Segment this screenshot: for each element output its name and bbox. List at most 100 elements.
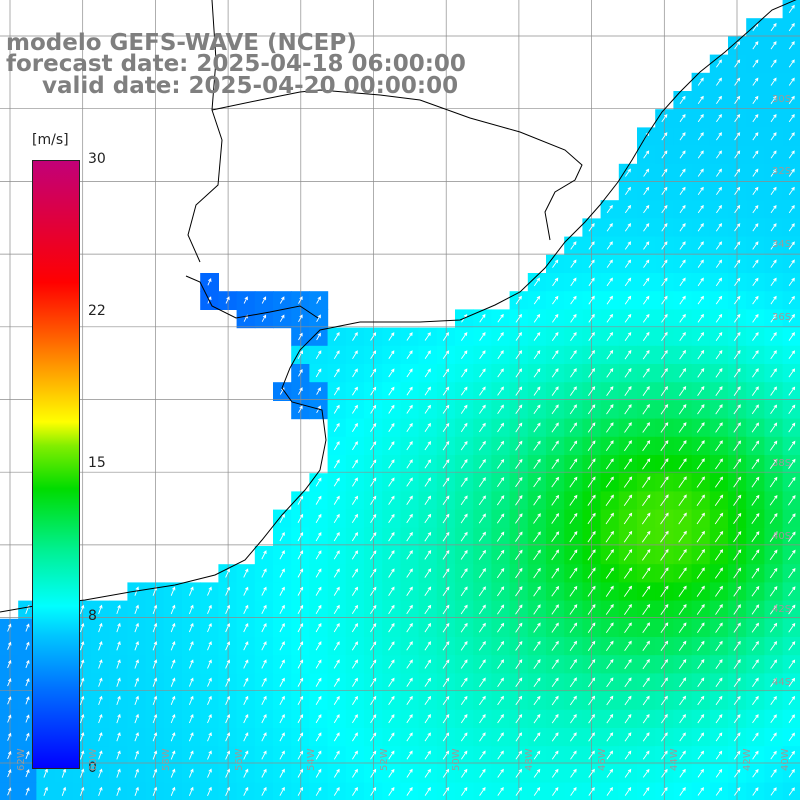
- wind-arrow: [788, 586, 796, 597]
- wind-arrow: [733, 422, 741, 433]
- wind-arrow: [261, 550, 267, 560]
- wind-arrow: [515, 332, 522, 341]
- wind-arrow: [515, 586, 523, 597]
- wind-arrow: [297, 622, 304, 633]
- wind-arrow: [788, 659, 796, 669]
- wind-arrow: [587, 604, 596, 615]
- wind-arrow: [442, 440, 450, 451]
- wind-arrow: [207, 768, 212, 778]
- wind-arrow: [479, 386, 486, 396]
- wind-arrow: [515, 732, 523, 742]
- wind-arrow: [788, 641, 796, 651]
- wind-arrow: [515, 295, 522, 305]
- wind-arrow: [624, 331, 632, 341]
- wind-arrow: [152, 641, 158, 651]
- wind-arrow: [752, 768, 759, 778]
- wind-arrow: [370, 604, 377, 615]
- wind-arrow: [261, 314, 267, 322]
- wind-arrow: [25, 714, 30, 723]
- wind-arrow: [788, 458, 796, 469]
- wind-arrow: [642, 476, 651, 488]
- wind-arrow: [588, 277, 595, 287]
- wind-arrow: [461, 350, 468, 360]
- wind-arrow: [479, 659, 486, 669]
- wind-arrow: [734, 313, 741, 323]
- wind-arrow: [207, 786, 212, 796]
- wind-arrow: [461, 787, 468, 796]
- wind-arrow: [733, 604, 741, 615]
- wind-arrow: [43, 768, 48, 778]
- wind-arrow: [333, 350, 340, 360]
- wind-arrow: [788, 531, 796, 542]
- wind-arrow: [460, 732, 468, 742]
- wind-arrow: [751, 512, 760, 524]
- wind-arrow: [661, 186, 668, 195]
- wind-arrow: [116, 713, 121, 724]
- wind-arrow: [170, 750, 176, 760]
- wind-arrow: [533, 604, 541, 615]
- wind-arrow: [98, 641, 103, 651]
- wind-arrow: [315, 659, 322, 669]
- wind-arrow: [152, 604, 158, 615]
- wind-arrow: [98, 622, 103, 633]
- wind-arrow: [679, 787, 686, 796]
- wind-arrow: [460, 659, 468, 669]
- wind-arrow: [588, 732, 595, 742]
- wind-arrow: [424, 531, 432, 542]
- wind-arrow: [696, 567, 705, 579]
- wind-arrow: [697, 223, 704, 232]
- lon-label-62w: 62W: [16, 748, 27, 771]
- wind-arrow: [479, 313, 486, 323]
- wind-arrow: [497, 640, 505, 651]
- wind-arrow: [497, 440, 505, 451]
- wind-arrow: [297, 786, 303, 796]
- wind-arrow: [152, 786, 158, 796]
- wind-arrow: [533, 513, 541, 524]
- wind-arrow: [734, 168, 741, 177]
- wind-arrow: [370, 787, 377, 796]
- wind-arrow: [225, 786, 231, 796]
- wind-arrow: [551, 713, 559, 724]
- wind-arrow: [734, 77, 741, 86]
- wind-arrow: [388, 586, 395, 596]
- wind-arrow: [606, 732, 614, 742]
- wind-arrow: [261, 568, 267, 578]
- wind-arrow: [642, 622, 651, 634]
- wind-arrow: [552, 277, 559, 287]
- wind-arrow: [788, 422, 796, 433]
- wind-arrow: [715, 659, 723, 669]
- wind-arrow: [116, 622, 121, 633]
- wind-arrow: [642, 349, 650, 360]
- wind-arrow: [116, 750, 121, 760]
- wind-arrow: [533, 458, 541, 469]
- wind-arrow: [770, 641, 778, 651]
- wind-arrow: [642, 732, 650, 742]
- wind-arrow: [388, 659, 395, 669]
- wind-arrow: [478, 641, 486, 651]
- wind-arrow: [333, 695, 340, 705]
- wind-arrow: [261, 586, 267, 596]
- wind-arrow: [788, 404, 796, 414]
- wind-arrow: [515, 368, 523, 378]
- wind-arrow: [643, 295, 650, 305]
- wind-arrow: [587, 404, 596, 415]
- wind-arrow: [788, 4, 795, 13]
- wind-arrow: [315, 604, 322, 615]
- wind-arrow: [479, 787, 486, 796]
- wind-arrow: [697, 204, 704, 214]
- wind-arrow: [660, 548, 669, 561]
- wind-arrow: [170, 786, 176, 796]
- wind-arrow: [714, 494, 724, 506]
- wind-arrow: [569, 585, 578, 597]
- wind-arrow: [606, 750, 614, 760]
- wind-arrow: [551, 695, 559, 706]
- wind-arrow: [733, 622, 741, 633]
- wind-arrow: [643, 277, 650, 287]
- wind-arrow: [134, 677, 139, 687]
- wind-arrow: [587, 458, 596, 470]
- wind-arrow: [442, 531, 450, 542]
- wind-arrow: [770, 768, 777, 778]
- wind-arrow: [388, 332, 395, 341]
- wind-arrow: [279, 568, 285, 578]
- wind-arrow: [479, 404, 486, 414]
